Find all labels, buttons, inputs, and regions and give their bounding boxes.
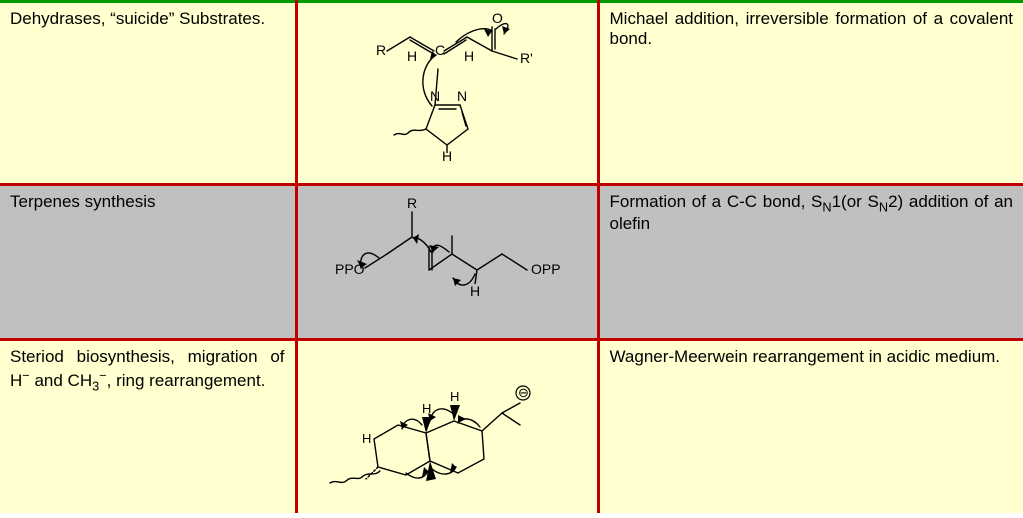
chemistry-examples-table: Dehydrases, “suicide” Substrates. [0, 0, 1023, 513]
svg-text:O: O [492, 10, 503, 26]
svg-text:N: N [457, 88, 467, 104]
cell-right: Wagner-Meerwein rearrangement in acidic … [598, 340, 1023, 514]
cell-left: Steriod biosynthesis, migration of H− an… [0, 340, 296, 514]
cell-structure: R R' H H C O N N H [296, 2, 598, 185]
svg-text:H: H [450, 389, 459, 404]
table-row: Steriod biosynthesis, migration of H− an… [0, 340, 1023, 514]
cell-right: Michael addition, irreversible formation… [598, 2, 1023, 185]
cell-right: Formation of a C-C bond, SN1(or SN2) add… [598, 185, 1023, 340]
svg-text:OPP: OPP [531, 261, 561, 277]
cell-structure: H H H ⊖ [296, 340, 598, 514]
structure-michael-addition: R R' H H C O N N H [332, 9, 562, 177]
svg-text:H: H [422, 401, 431, 416]
cell-left: Dehydrases, “suicide” Substrates. [0, 2, 296, 185]
svg-text:PPO: PPO [335, 261, 365, 277]
svg-text:H: H [362, 431, 371, 446]
svg-text:R: R [407, 195, 417, 211]
svg-text:R': R' [520, 50, 533, 66]
text-left-3: Steriod biosynthesis, migration of H− an… [10, 347, 285, 390]
svg-text:R: R [376, 42, 386, 58]
cell-structure: R PPO OPP H [296, 185, 598, 340]
cell-left: Terpenes synthesis [0, 185, 296, 340]
text-right-2: Formation of a C-C bond, SN1(or SN2) add… [610, 192, 1014, 233]
svg-text:N: N [430, 88, 440, 104]
svg-text:H: H [407, 48, 417, 64]
structure-wagner-meerwein: H H H ⊖ [322, 347, 572, 507]
structure-terpene-coupling: R PPO OPP H [317, 192, 577, 332]
svg-text:H: H [464, 48, 474, 64]
table-row: Terpenes synthesis [0, 185, 1023, 340]
svg-text:C: C [435, 42, 445, 58]
svg-text:H: H [470, 283, 480, 299]
table-row: Dehydrases, “suicide” Substrates. [0, 2, 1023, 185]
